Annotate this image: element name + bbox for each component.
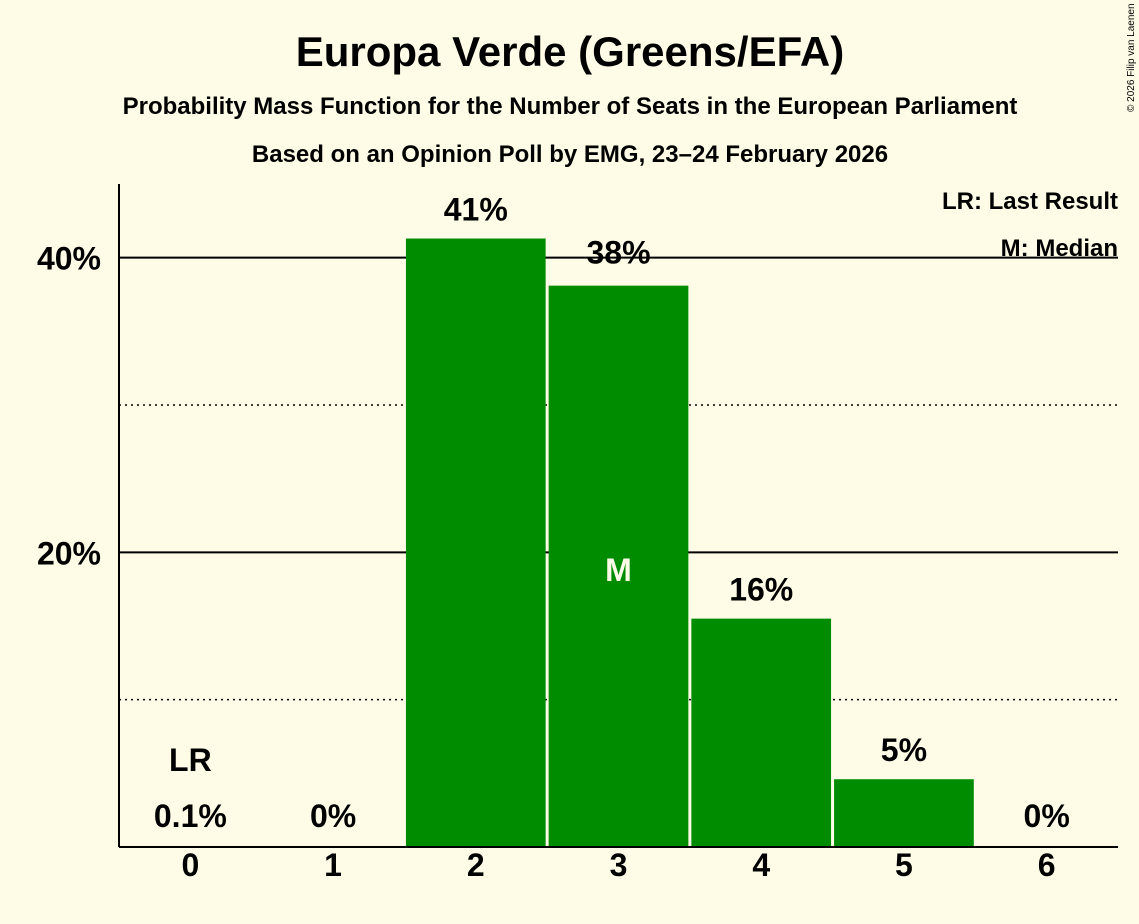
bar: [834, 779, 974, 847]
y-tick-label: 40%: [37, 241, 101, 277]
bars: [405, 238, 974, 848]
bar: [691, 618, 832, 847]
x-tick-label: 5: [895, 847, 913, 883]
copyright-note: © 2026 Filip van Laenen: [1126, 3, 1137, 112]
value-label: 41%: [444, 192, 508, 228]
value-label: 16%: [729, 572, 793, 608]
bar: [405, 238, 546, 848]
x-tick-label: 0: [181, 847, 199, 883]
last-result-marker: LR: [169, 742, 212, 778]
x-tick-label: 6: [1038, 847, 1056, 883]
value-label: 0%: [310, 798, 356, 834]
median-marker: M: [605, 552, 632, 588]
x-tick-label: 2: [467, 847, 485, 883]
chart-subtitle-poll: Based on an Opinion Poll by EMG, 23–24 F…: [252, 141, 888, 168]
value-labels: 0.1% 0 0% 1 41% 2 38% 3 16% 4 5% 5 0% 6 LR M: [154, 192, 1070, 883]
chart-subtitle: Probability Mass Function for the Number…: [123, 93, 1018, 120]
y-tick-label: 20%: [37, 535, 101, 571]
x-tick-label: 1: [324, 847, 342, 883]
value-label: 0%: [1024, 798, 1070, 834]
x-tick-label: 4: [752, 847, 770, 883]
x-tick-label: 3: [610, 847, 628, 883]
bar: [548, 285, 689, 847]
value-label: 0.1%: [154, 798, 227, 834]
legend-median: M: Median: [1001, 235, 1118, 262]
chart-title: Europa Verde (Greens/EFA): [296, 28, 845, 75]
value-label: 38%: [586, 235, 650, 271]
value-label: 5%: [881, 732, 927, 768]
legend-last-result: LR: Last Result: [942, 188, 1118, 215]
axes: [118, 184, 1118, 848]
